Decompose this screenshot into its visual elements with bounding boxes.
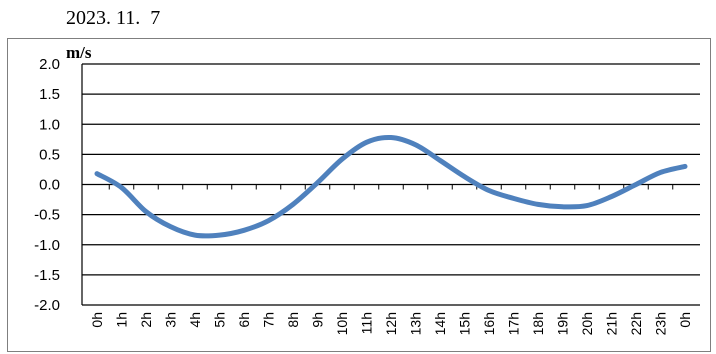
x-tick-label: 0h (677, 312, 693, 328)
x-tick-label: 5h (212, 312, 228, 328)
y-tick-label: 0.5 (39, 146, 60, 163)
series-line (94, 134, 688, 239)
x-tick-label: 21h (604, 312, 620, 335)
y-tick-label: 1.0 (39, 116, 60, 133)
y-tick-label: -1.0 (34, 237, 60, 254)
y-tick-label: 1.5 (39, 86, 60, 103)
x-tick-label: 10h (334, 312, 350, 335)
x-tick-label: 6h (236, 312, 252, 328)
x-tick-label: 7h (261, 312, 277, 328)
x-tick-label: 13h (408, 312, 424, 335)
x-tick-label: 14h (432, 312, 448, 335)
x-tick-label: 2h (138, 312, 154, 328)
x-tick-label: 15h (457, 312, 473, 335)
y-tick-label: -0.5 (34, 207, 60, 224)
x-tick-label: 20h (579, 312, 595, 335)
x-tick-label: 12h (383, 312, 399, 335)
y-tick-label: -1.5 (34, 267, 60, 284)
x-tick-label: 9h (310, 312, 326, 328)
y-tick-label: -2.0 (34, 297, 60, 314)
x-tick-label: 18h (530, 312, 546, 335)
y-tick-label: 0.0 (39, 177, 60, 194)
x-tick-label: 1h (114, 312, 130, 328)
x-tick-label: 0h (89, 312, 105, 328)
x-tick-label: 17h (506, 312, 522, 335)
x-tick-label: 8h (285, 312, 301, 328)
chart-date: 2023. 11. 7 (66, 7, 161, 29)
x-tick-label: 16h (481, 312, 497, 335)
y-tick-label: 2.0 (39, 56, 60, 73)
chart-frame (7, 38, 711, 352)
x-tick-label: 19h (555, 312, 571, 335)
x-tick-label: 3h (163, 312, 179, 328)
y-axis-unit: m/s (66, 43, 92, 62)
x-tick-label: 11h (359, 312, 375, 334)
x-tick-label: 23h (653, 312, 669, 335)
x-tick-label: 4h (187, 312, 203, 328)
x-tick-label: 22h (628, 312, 644, 335)
